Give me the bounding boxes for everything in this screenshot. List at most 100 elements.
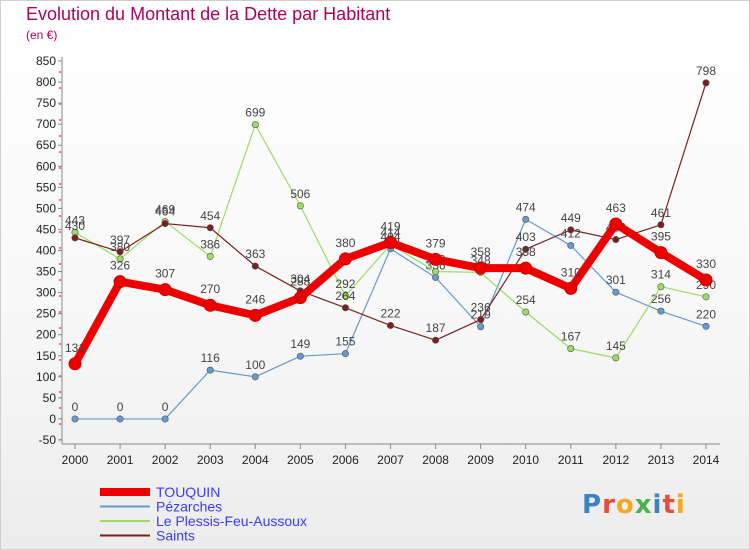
data-label: 464 bbox=[155, 205, 175, 219]
data-point bbox=[338, 252, 352, 266]
data-point bbox=[116, 255, 124, 263]
data-point bbox=[564, 281, 578, 295]
data-label: 469 bbox=[155, 202, 175, 216]
data-label: 419 bbox=[380, 219, 400, 233]
data-point bbox=[116, 415, 124, 423]
data-point bbox=[248, 308, 262, 322]
x-tick-label: 2006 bbox=[332, 453, 359, 467]
data-point bbox=[206, 252, 214, 260]
data-label: 412 bbox=[561, 226, 581, 240]
y-tick-label: 750 bbox=[36, 96, 56, 110]
data-point bbox=[206, 366, 214, 374]
x-tick-label: 2013 bbox=[648, 453, 675, 467]
data-label: 443 bbox=[65, 213, 85, 227]
data-label: 288 bbox=[290, 275, 310, 289]
data-label: 330 bbox=[696, 257, 716, 271]
data-point bbox=[341, 304, 349, 312]
data-point bbox=[612, 288, 620, 296]
x-tick-label: 2010 bbox=[512, 453, 539, 467]
data-point bbox=[71, 234, 79, 242]
y-tick-label: 0 bbox=[49, 412, 56, 426]
y-tick-label: -50 bbox=[39, 433, 57, 447]
data-point bbox=[612, 354, 620, 362]
data-point bbox=[432, 268, 440, 276]
data-label: 449 bbox=[561, 211, 581, 225]
data-label: 314 bbox=[651, 268, 671, 282]
data-label: 292 bbox=[335, 277, 355, 291]
data-label: 155 bbox=[335, 335, 355, 349]
data-point bbox=[477, 316, 485, 324]
data-label: 461 bbox=[651, 206, 671, 220]
data-label: 414 bbox=[380, 226, 400, 240]
data-label: 310 bbox=[561, 265, 581, 279]
y-tick-label: 650 bbox=[36, 138, 56, 152]
data-label: 506 bbox=[290, 187, 310, 201]
data-label: 116 bbox=[201, 351, 220, 365]
data-label: 246 bbox=[245, 292, 265, 306]
data-point bbox=[432, 273, 440, 281]
data-label: 254 bbox=[516, 293, 536, 307]
data-label: 131 bbox=[65, 341, 85, 355]
data-label: 149 bbox=[290, 337, 310, 351]
y-tick-label: 700 bbox=[36, 117, 56, 131]
y-tick-label: 150 bbox=[36, 349, 56, 363]
legend-label: TOUQUIN bbox=[156, 484, 220, 500]
data-label: 463 bbox=[606, 201, 626, 215]
x-tick-label: 2004 bbox=[242, 453, 269, 467]
x-tick-label: 2007 bbox=[377, 453, 404, 467]
data-point bbox=[206, 224, 214, 232]
chart-title: Evolution du Montant de la Dette par Hab… bbox=[26, 4, 391, 24]
data-point bbox=[251, 121, 259, 129]
data-point bbox=[161, 415, 169, 423]
y-tick-label: 250 bbox=[36, 307, 56, 321]
data-point bbox=[474, 261, 488, 275]
data-point bbox=[296, 202, 304, 210]
data-point bbox=[522, 245, 530, 253]
x-tick-label: 2003 bbox=[197, 453, 224, 467]
data-label: 699 bbox=[245, 106, 265, 120]
y-tick-label: 200 bbox=[36, 328, 56, 342]
data-point bbox=[567, 226, 575, 234]
x-tick-label: 2000 bbox=[62, 453, 89, 467]
data-label: 403 bbox=[516, 230, 536, 244]
data-label: 187 bbox=[426, 321, 446, 335]
data-label: 145 bbox=[606, 339, 626, 353]
data-label: 454 bbox=[200, 209, 220, 223]
data-point bbox=[158, 283, 172, 297]
data-label: 256 bbox=[651, 292, 671, 306]
x-tick-label: 2009 bbox=[467, 453, 494, 467]
data-label: 236 bbox=[471, 301, 491, 315]
data-point bbox=[522, 215, 530, 223]
y-tick-label: 50 bbox=[43, 391, 57, 405]
y-tick-label: 400 bbox=[36, 244, 56, 258]
y-tick-label: 100 bbox=[36, 370, 56, 384]
data-label: 100 bbox=[245, 358, 265, 372]
data-point bbox=[251, 373, 259, 381]
data-point bbox=[519, 261, 533, 275]
data-point bbox=[567, 345, 575, 353]
y-tick-label: 350 bbox=[36, 265, 56, 279]
proxiti-logo: Proxiti bbox=[582, 490, 686, 520]
data-point bbox=[702, 79, 710, 87]
data-label: 358 bbox=[516, 245, 536, 259]
data-label: 386 bbox=[200, 237, 220, 251]
data-point bbox=[699, 273, 713, 287]
data-label: 395 bbox=[651, 230, 671, 244]
data-label: 301 bbox=[606, 273, 626, 287]
y-tick-label: 850 bbox=[36, 54, 56, 68]
data-point bbox=[161, 220, 169, 228]
y-tick-label: 450 bbox=[36, 222, 56, 236]
x-tick-label: 2001 bbox=[107, 453, 134, 467]
legend-label: Saints bbox=[156, 528, 195, 544]
x-tick-label: 2011 bbox=[558, 453, 584, 467]
data-label: 264 bbox=[335, 289, 355, 303]
data-point bbox=[251, 262, 259, 270]
data-label: 380 bbox=[335, 236, 355, 250]
data-point bbox=[654, 246, 668, 260]
y-tick-label: 600 bbox=[36, 159, 56, 173]
data-point bbox=[68, 357, 82, 371]
data-point bbox=[384, 235, 397, 249]
data-label: 474 bbox=[516, 200, 536, 214]
